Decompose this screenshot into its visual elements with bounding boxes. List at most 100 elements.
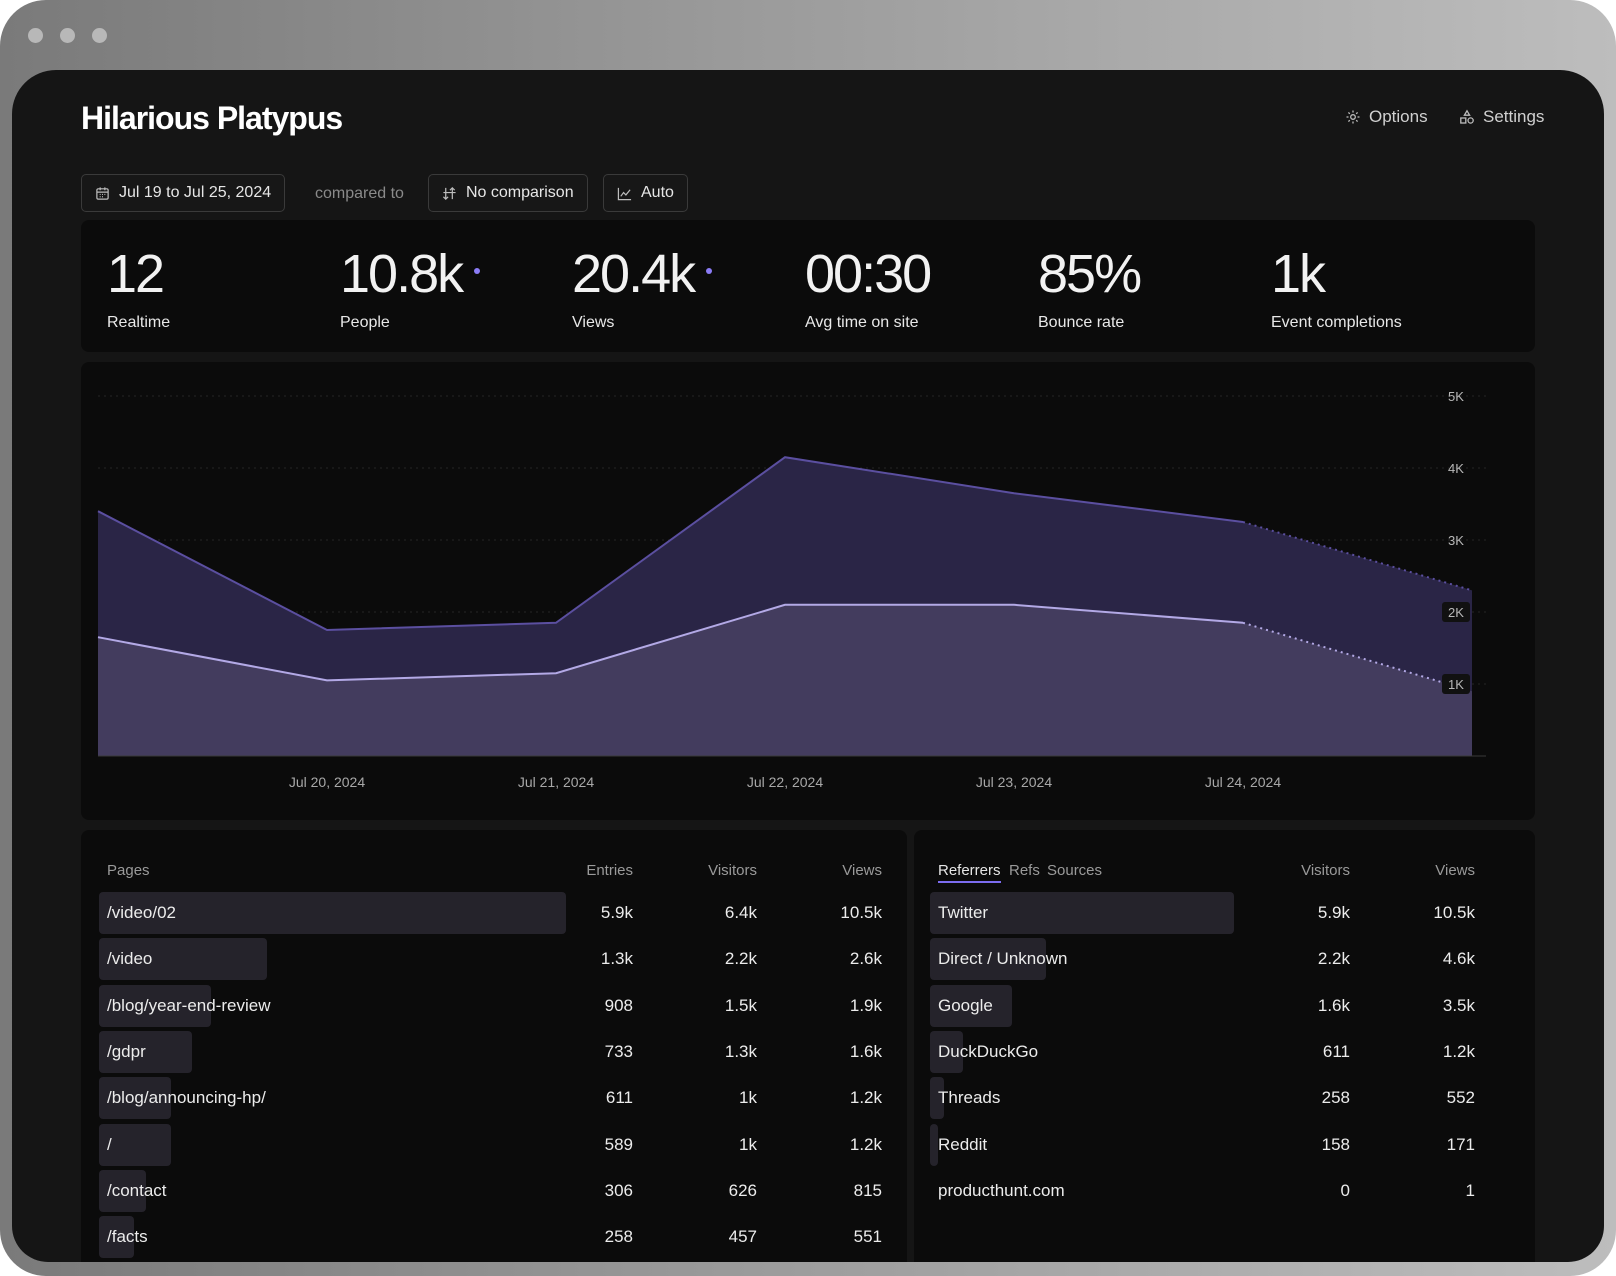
interval-button[interactable]: Auto (603, 174, 688, 212)
page-path[interactable]: /contact (107, 1180, 167, 1200)
row-share-bar (930, 892, 1234, 934)
row-share-bar (930, 938, 1046, 981)
compare-arrows-icon (442, 186, 456, 200)
table-row[interactable]: /video 1.3k 2.2k 2.6k (81, 938, 907, 982)
page-path[interactable]: /blog/year-end-review (107, 995, 271, 1015)
row-share-bar (930, 1123, 939, 1166)
page-path[interactable]: /gdpr (107, 1041, 146, 1061)
stat-label: Bounce rate (1038, 314, 1125, 331)
views-cell: 1 (1465, 1180, 1475, 1200)
row-share-bar (99, 938, 268, 981)
page-path[interactable]: /video (107, 949, 153, 969)
traffic-chart[interactable]: 5K 4K 3K 2K 1K Jul 20, 2024 Jul 21, 2024 Jul 22… (81, 362, 1535, 820)
stat-realtime[interactable]: 12 Realtime (107, 244, 170, 332)
entries-cell: 258 (604, 1227, 633, 1247)
visitors-cell: 5.9k (1317, 903, 1350, 922)
views-header[interactable]: Views (1435, 862, 1475, 879)
table-row[interactable]: Threads 258 552 (914, 1077, 1535, 1121)
calendar-icon (96, 186, 109, 200)
views-cell: 2.6k (849, 949, 882, 969)
visitors-header[interactable]: Visitors (1301, 862, 1350, 879)
entries-cell: 908 (604, 995, 633, 1015)
table-row[interactable]: /blog/year-end-review 908 1.5k 1.9k (81, 984, 907, 1029)
settings-label: Settings (1483, 107, 1545, 126)
table-row[interactable]: / 589 1k 1.2k (81, 1123, 907, 1168)
entries-header[interactable]: Entries (586, 862, 633, 879)
tab-referrers[interactable]: Referrers (938, 862, 1001, 883)
views-cell: 1.2k (849, 1088, 882, 1108)
views-cell: 4.6k (1442, 949, 1475, 969)
chart-area-series-2 (98, 604, 1472, 756)
comparison-button[interactable]: No comparison (428, 174, 588, 212)
tab-refs[interactable]: Refs (1009, 862, 1040, 879)
y-tick-label-background (1442, 674, 1470, 694)
views-header[interactable]: Views (842, 862, 882, 879)
table-row[interactable]: /video/02 5.9k 6.4k 10.5k (81, 892, 907, 936)
views-cell: 1.6k (849, 1041, 882, 1061)
table-row[interactable]: DuckDuckGo 611 1.2k (914, 1030, 1535, 1075)
stat-people[interactable]: 10.8k People (340, 244, 481, 332)
stat-marker-dot (474, 268, 481, 274)
referrer-name[interactable]: Twitter (938, 903, 989, 922)
stat-label: People (340, 314, 390, 331)
page-path[interactable]: /blog/announcing-hp/ (107, 1088, 266, 1108)
traffic-chart-svg: 5K 4K 3K 2K 1K Jul 20, 2024 Jul 21, 2024 Jul 22… (97, 389, 1486, 790)
visitors-cell: 611 (1322, 1041, 1350, 1061)
row-share-bar (930, 1030, 964, 1073)
window-dot-maximize[interactable] (92, 28, 107, 43)
row-share-bar (99, 892, 566, 934)
x-tick-label: Jul 24, 2024 (1205, 774, 1281, 790)
referrer-name[interactable]: DuckDuckGo (938, 1041, 1039, 1061)
table-row[interactable]: /facts 258 457 551 (81, 1216, 907, 1260)
row-share-bar (99, 984, 212, 1027)
visitors-cell: 1.3k (724, 1041, 757, 1061)
entries-cell: 589 (604, 1134, 633, 1154)
stat-views[interactable]: 20.4k Views (572, 244, 713, 332)
options-label: Options (1369, 107, 1428, 126)
chart-line-partial-series-1 (1242, 521, 1473, 592)
comparison-label: No comparison (466, 184, 574, 201)
settings-button[interactable]: Settings (1459, 107, 1544, 127)
y-tick-label: 3K (1448, 533, 1464, 548)
referrer-name[interactable]: Direct / Unknown (938, 949, 1068, 969)
referrer-name[interactable]: Reddit (938, 1134, 988, 1154)
views-cell: 1.2k (1442, 1041, 1475, 1061)
table-row[interactable]: Google 1.6k 3.5k (914, 984, 1535, 1029)
referrer-name[interactable]: producthunt.com (938, 1180, 1065, 1200)
entries-cell: 306 (604, 1180, 633, 1200)
visitors-header[interactable]: Visitors (708, 862, 757, 879)
entries-cell: 1.3k (600, 949, 633, 969)
stat-label: Avg time on site (805, 314, 919, 331)
window-dot-minimize[interactable] (60, 28, 75, 43)
date-range-label: Jul 19 to Jul 25, 2024 (119, 184, 272, 201)
stat-avg-time[interactable]: 00:30 Avg time on site (805, 244, 932, 332)
referrer-name[interactable]: Google (938, 995, 993, 1015)
page-path[interactable]: / (107, 1134, 112, 1154)
stat-event-completions[interactable]: 1k Event completions (1271, 244, 1402, 332)
stat-marker-dot (706, 268, 713, 274)
table-row[interactable]: Direct / Unknown 2.2k 4.6k (914, 938, 1535, 982)
table-row[interactable]: Twitter 5.9k 10.5k (914, 892, 1535, 936)
page-path[interactable]: /video/02 (107, 903, 176, 922)
options-button[interactable]: Options (1345, 107, 1428, 127)
page-title: Hilarious Platypus (81, 100, 343, 136)
chart-line-series-1 (97, 456, 1244, 632)
stats-bar: 12 Realtime 10.8k People 20.4k Views 00:… (81, 220, 1535, 352)
stat-bounce-rate[interactable]: 85% Bounce rate (1038, 244, 1142, 332)
views-cell: 3.5k (1442, 995, 1475, 1015)
table-row[interactable]: producthunt.com 0 1 (914, 1170, 1535, 1214)
table-row[interactable]: Reddit 158 171 (914, 1123, 1535, 1168)
window-dot-close[interactable] (28, 28, 43, 43)
table-row[interactable]: /contact 306 626 815 (81, 1169, 907, 1214)
date-range-button[interactable]: Jul 19 to Jul 25, 2024 (81, 174, 286, 212)
chart-line-partial-series-2 (1242, 621, 1473, 693)
table-row[interactable]: /gdpr 733 1.3k 1.6k (81, 1030, 907, 1075)
table-row[interactable]: /blog/announcing-hp/611 1k 1.2k (81, 1077, 907, 1121)
shapes-icon (1460, 109, 1474, 124)
tab-sources[interactable]: Sources (1047, 862, 1103, 879)
page-path[interactable]: /facts (107, 1227, 148, 1247)
views-cell: 1.2k (849, 1134, 882, 1154)
visitors-cell: 2.2k (1317, 949, 1350, 969)
y-tick-label: 1K (1448, 677, 1464, 692)
referrer-name[interactable]: Threads (938, 1088, 1001, 1108)
